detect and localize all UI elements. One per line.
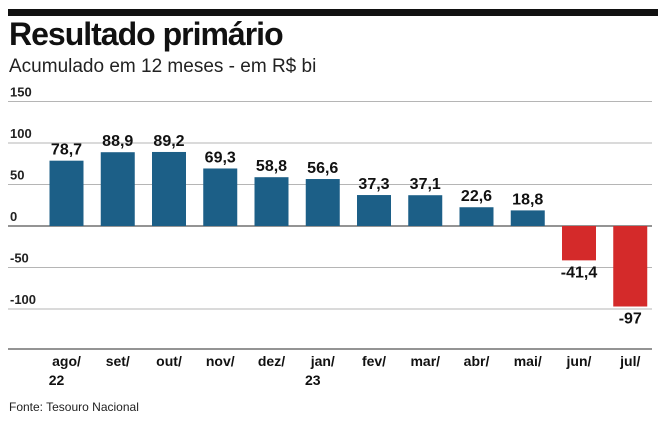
source-note: Fonte: Tesouro Nacional: [9, 400, 139, 414]
x-tick-label: mai/: [514, 353, 542, 369]
bar: [408, 195, 443, 226]
x-tick-label: dez/: [258, 353, 285, 369]
y-tick-label: -50: [10, 251, 29, 266]
data-label: 58,8: [256, 158, 287, 175]
data-label: 88,9: [102, 133, 133, 150]
data-label: 18,8: [512, 191, 543, 208]
bar: [100, 152, 135, 226]
bar: [305, 179, 340, 226]
bar: [510, 210, 545, 226]
bar: [562, 226, 596, 261]
y-tick-label: 50: [10, 168, 24, 183]
top-rule: [8, 9, 658, 16]
x-tick-label: jun/: [566, 353, 592, 369]
x-tick-label: 22: [49, 372, 65, 388]
bar: [459, 207, 494, 226]
data-label: 22,6: [461, 188, 492, 205]
data-label: 89,2: [153, 133, 184, 150]
bar: [613, 226, 648, 307]
data-label: -41,4: [561, 264, 598, 281]
chart-title: Resultado primário: [9, 16, 284, 52]
x-tick-label: fev/: [362, 353, 386, 369]
x-tick-label: out/: [156, 353, 182, 369]
bar: [49, 160, 84, 226]
y-tick-label: 100: [10, 126, 32, 141]
data-label: 37,3: [358, 176, 389, 193]
data-label: 56,6: [307, 160, 338, 177]
bar: [203, 168, 238, 226]
data-label: 78,7: [51, 142, 82, 159]
x-tick-label: ago/: [52, 353, 81, 369]
x-tick-label: nov/: [206, 353, 235, 369]
data-label: 37,1: [410, 176, 441, 193]
x-tick-label: set/: [106, 353, 130, 369]
x-tick-label: mar/: [410, 353, 440, 369]
chart-subtitle: Acumulado em 12 meses - em R$ bi: [9, 56, 317, 77]
y-tick-label: 0: [10, 209, 17, 224]
bar: [357, 195, 391, 226]
x-tick-label: jul/: [619, 353, 640, 369]
bar: [254, 177, 289, 226]
data-label: -97: [619, 311, 642, 328]
x-tick-label: 23: [305, 372, 321, 388]
data-label: 69,3: [205, 149, 236, 166]
bar: [152, 151, 186, 226]
x-tick-label: abr/: [464, 353, 490, 369]
x-tick-label: jan/: [310, 353, 335, 369]
y-tick-label: 150: [10, 85, 32, 100]
y-tick-label: -100: [10, 292, 36, 307]
